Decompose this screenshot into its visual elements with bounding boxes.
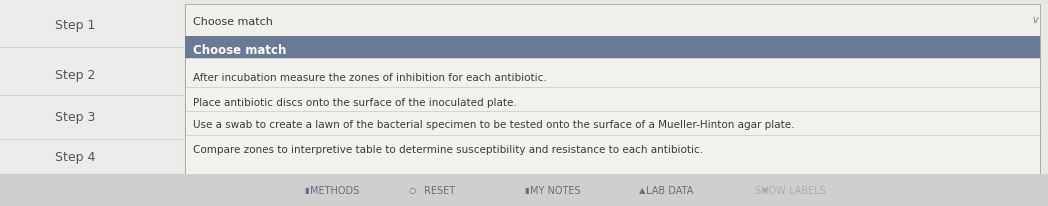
Text: ○: ○ (409, 186, 416, 194)
Text: ▲: ▲ (638, 186, 646, 194)
Text: v: v (1032, 15, 1038, 25)
Text: Choose match: Choose match (193, 44, 286, 57)
Text: After incubation measure the zones of inhibition for each antibiotic.: After incubation measure the zones of in… (193, 73, 547, 83)
FancyBboxPatch shape (185, 37, 1040, 174)
Text: Compare zones to interpretive table to determine susceptibility and resistance t: Compare zones to interpretive table to d… (193, 144, 703, 154)
Bar (183, 0, 1048, 5)
Text: Step 4: Step 4 (54, 151, 95, 164)
Text: LAB DATA: LAB DATA (647, 185, 694, 195)
Text: Choose match: Choose match (193, 17, 272, 27)
Text: MY NOTES: MY NOTES (529, 185, 581, 195)
Bar (185, 37, 1040, 59)
Text: ▮: ▮ (305, 186, 309, 194)
Text: Step 1: Step 1 (54, 18, 95, 31)
Bar (0, 174, 1048, 206)
Bar (0, 0, 183, 206)
Text: Place antibiotic discs onto the surface of the inoculated plate.: Place antibiotic discs onto the surface … (193, 97, 517, 108)
Text: ▼: ▼ (762, 186, 768, 194)
Text: Step 3: Step 3 (54, 111, 95, 124)
Text: Step 2: Step 2 (54, 68, 95, 81)
Text: Use a swab to create a lawn of the bacterial specimen to be tested onto the surf: Use a swab to create a lawn of the bacte… (193, 119, 794, 129)
FancyBboxPatch shape (185, 5, 1040, 37)
Text: SHOW LABELS: SHOW LABELS (755, 185, 826, 195)
Text: ▮: ▮ (525, 186, 529, 194)
Text: METHODS: METHODS (310, 185, 359, 195)
Text: RESET: RESET (424, 185, 456, 195)
